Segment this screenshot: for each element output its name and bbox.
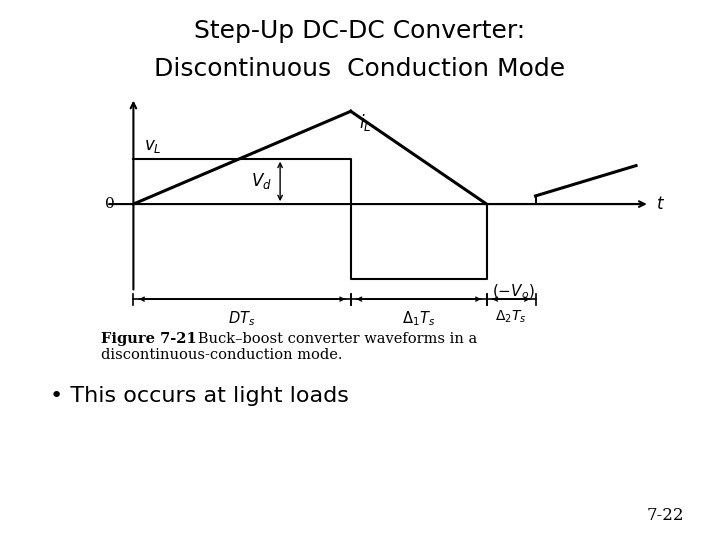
Text: $t$: $t$ (656, 195, 665, 213)
Text: discontinuous-conduction mode.: discontinuous-conduction mode. (101, 348, 342, 362)
Text: $(-V_o)$: $(-V_o)$ (492, 282, 535, 301)
Text: Step-Up DC-DC Converter:: Step-Up DC-DC Converter: (194, 19, 526, 43)
Text: 0: 0 (104, 197, 114, 211)
Text: Buck–boost converter waveforms in a: Buck–boost converter waveforms in a (184, 332, 477, 346)
Text: • This occurs at light loads: • This occurs at light loads (50, 386, 349, 406)
Text: $DT_s$: $DT_s$ (228, 309, 256, 328)
Text: Discontinuous  Conduction Mode: Discontinuous Conduction Mode (154, 57, 566, 80)
Text: Figure 7-21: Figure 7-21 (101, 332, 197, 346)
Text: $\Delta_1 T_s$: $\Delta_1 T_s$ (402, 309, 436, 328)
Text: $i_L$: $i_L$ (359, 112, 372, 133)
Text: 7-22: 7-22 (647, 507, 684, 524)
Text: $\Delta_2 T_s$: $\Delta_2 T_s$ (495, 309, 527, 326)
Text: $v_L$: $v_L$ (144, 138, 162, 155)
Text: $V_d$: $V_d$ (251, 171, 272, 192)
